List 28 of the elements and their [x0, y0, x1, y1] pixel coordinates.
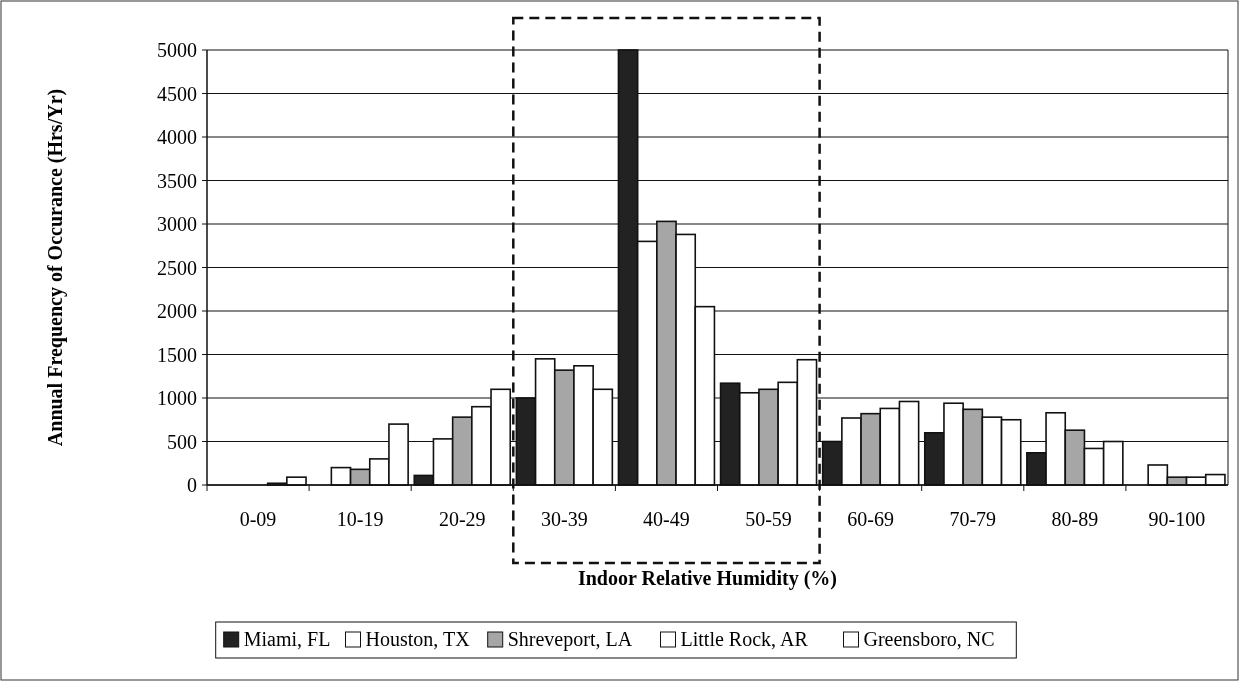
legend-label: Miami, FL — [243, 628, 331, 650]
y-tick-label: 5000 — [157, 39, 197, 61]
y-tick-label: 500 — [167, 430, 197, 453]
legend-label: Shreveport, LA — [507, 628, 633, 651]
x-tick-label: 70-79 — [949, 508, 997, 530]
y-tick-label: 3000 — [157, 213, 197, 235]
x-tick-label: 60-69 — [847, 508, 894, 530]
x-tick-label: 10-19 — [336, 508, 384, 530]
y-tick-label: 2000 — [157, 300, 197, 322]
y-tick-label: 3500 — [157, 169, 197, 192]
x-tick-label: 90-100 — [1148, 508, 1206, 530]
x-tick-label: 30-39 — [541, 508, 588, 530]
y-axis-title: Annual Frequency of Occurance (Hrs/Yr) — [44, 88, 67, 447]
x-tick-label: 20-29 — [438, 508, 486, 530]
y-tick-label: 0 — [187, 474, 197, 496]
y-tick-label: 2500 — [157, 256, 197, 279]
y-tick-label: 4000 — [157, 126, 197, 148]
y-tick-label: 4500 — [157, 82, 197, 105]
y-tick-label: 1000 — [157, 387, 197, 409]
legend-label: Greensboro, NC — [863, 628, 995, 650]
y-tick-label: 1500 — [157, 343, 197, 366]
x-tick-label: 50-59 — [745, 508, 792, 530]
legend-label: Little Rock, AR — [680, 628, 809, 650]
x-tick-label: 0-09 — [239, 508, 277, 530]
x-axis-title: Indoor Relative Humidity (%) — [577, 567, 838, 590]
x-tick-label: 80-89 — [1051, 508, 1099, 530]
x-tick-label: 40-49 — [643, 508, 690, 530]
legend-label: Houston, TX — [365, 628, 471, 650]
